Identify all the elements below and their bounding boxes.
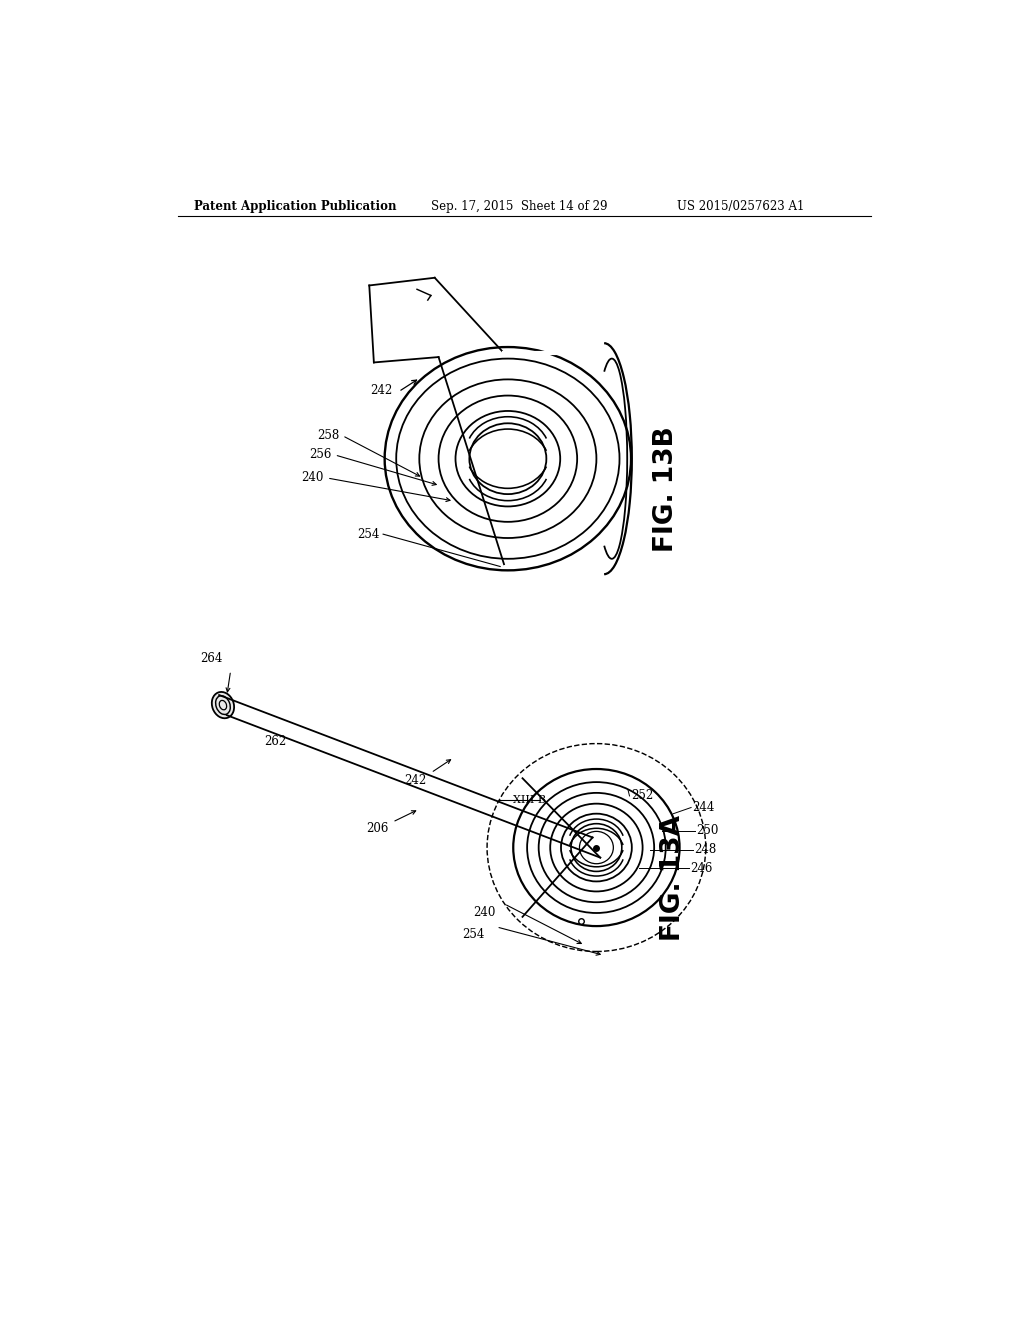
Text: 240: 240 xyxy=(301,471,324,484)
Text: 252: 252 xyxy=(631,789,653,803)
Text: 258: 258 xyxy=(317,429,339,442)
Text: 254: 254 xyxy=(357,528,379,541)
Text: 242: 242 xyxy=(370,384,392,397)
Text: 256: 256 xyxy=(309,449,332,462)
Text: 250: 250 xyxy=(696,824,719,837)
Text: 244: 244 xyxy=(692,801,715,814)
Text: 262: 262 xyxy=(264,735,287,748)
Text: Patent Application Publication: Patent Application Publication xyxy=(194,199,396,213)
Ellipse shape xyxy=(212,692,234,718)
Text: US 2015/0257623 A1: US 2015/0257623 A1 xyxy=(677,199,805,213)
Text: 240: 240 xyxy=(473,907,496,920)
Text: Sep. 17, 2015  Sheet 14 of 29: Sep. 17, 2015 Sheet 14 of 29 xyxy=(431,199,607,213)
Text: 206: 206 xyxy=(366,822,388,834)
Text: FIG. 13A: FIG. 13A xyxy=(660,816,686,941)
Text: 248: 248 xyxy=(694,843,717,857)
Text: 246: 246 xyxy=(690,862,713,875)
Text: FIG. 13B: FIG. 13B xyxy=(652,426,679,552)
Text: 242: 242 xyxy=(404,774,427,787)
Text: 264: 264 xyxy=(201,652,222,665)
Text: 254: 254 xyxy=(462,928,484,941)
Text: XIII B: XIII B xyxy=(513,795,546,805)
